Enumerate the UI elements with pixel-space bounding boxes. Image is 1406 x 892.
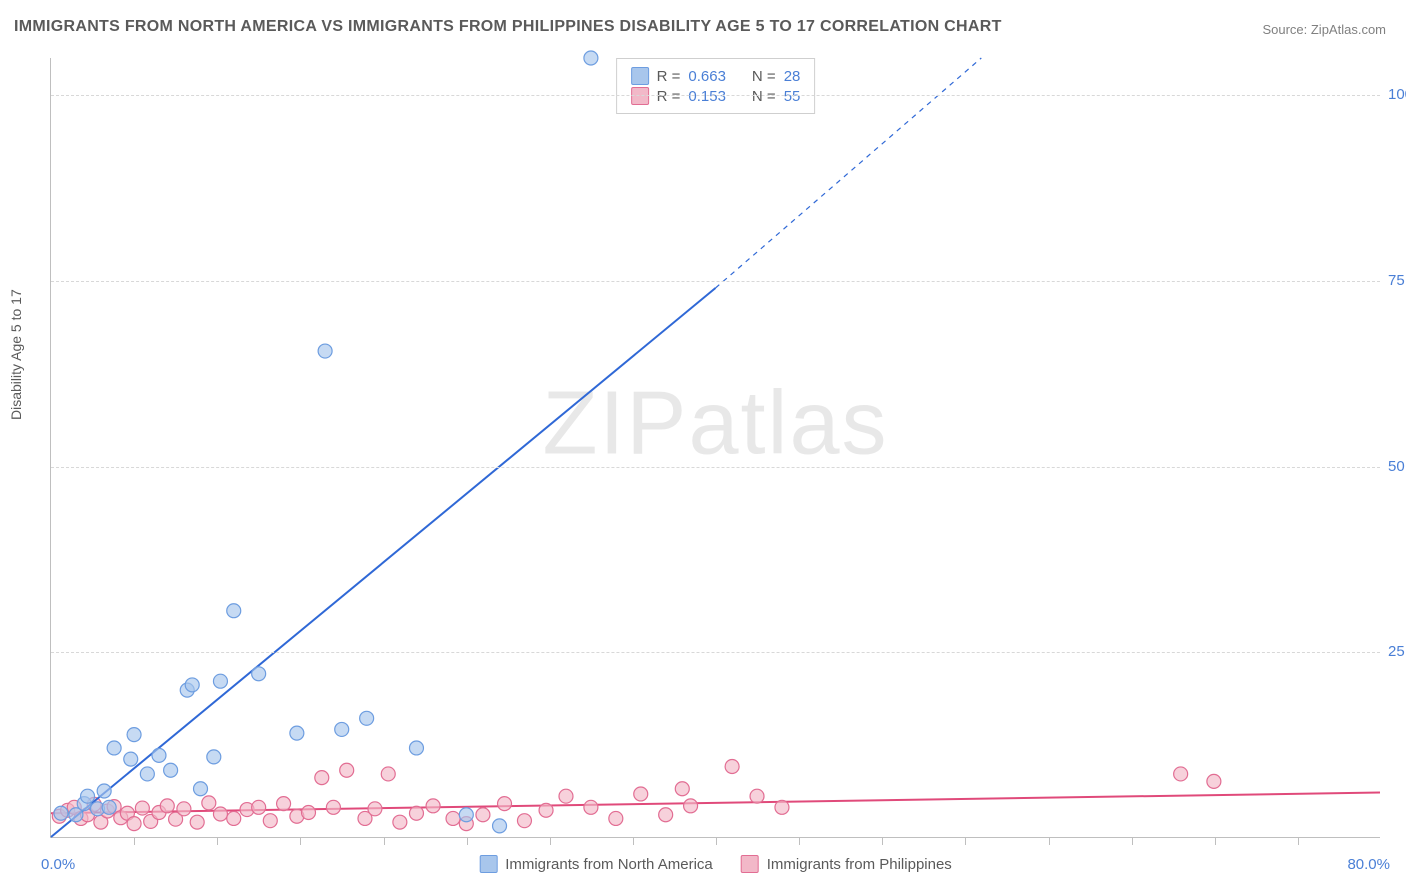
- x-tick: [1298, 837, 1299, 845]
- gridline-h: [51, 652, 1380, 653]
- x-tick: [217, 837, 218, 845]
- legend-label-1: Immigrants from North America: [505, 856, 713, 873]
- x-axis-max-label: 80.0%: [1347, 856, 1390, 873]
- legend-swatch-blue: [631, 67, 649, 85]
- series-legend: Immigrants from North America Immigrants…: [479, 855, 952, 873]
- plot-area: ZIPatlas R = 0.663 N = 28 R = 0.153 N = …: [50, 58, 1380, 838]
- x-tick: [134, 837, 135, 845]
- r-label: R =: [657, 68, 681, 85]
- n-value-1: 28: [784, 68, 801, 85]
- x-tick: [1132, 837, 1133, 845]
- chart-title: IMMIGRANTS FROM NORTH AMERICA VS IMMIGRA…: [14, 18, 1002, 36]
- x-tick: [1215, 837, 1216, 845]
- legend-row-series-1: R = 0.663 N = 28: [631, 67, 801, 85]
- x-tick: [633, 837, 634, 845]
- x-tick: [550, 837, 551, 845]
- x-tick: [799, 837, 800, 845]
- y-axis-label: Disability Age 5 to 17: [8, 289, 24, 420]
- x-tick: [384, 837, 385, 845]
- legend-swatch-blue: [479, 855, 497, 873]
- x-tick: [965, 837, 966, 845]
- gridline-h: [51, 281, 1380, 282]
- source-attribution: Source: ZipAtlas.com: [1262, 22, 1386, 37]
- r-value-1: 0.663: [688, 68, 726, 85]
- legend-item-2: Immigrants from Philippines: [741, 855, 952, 873]
- gridline-h: [51, 467, 1380, 468]
- legend-label-2: Immigrants from Philippines: [767, 856, 952, 873]
- x-tick: [716, 837, 717, 845]
- x-tick: [300, 837, 301, 845]
- legend-swatch-pink: [741, 855, 759, 873]
- correlation-legend: R = 0.663 N = 28 R = 0.153 N = 55: [616, 58, 816, 114]
- n-label: N =: [752, 68, 776, 85]
- legend-item-1: Immigrants from North America: [479, 855, 713, 873]
- y-tick-label: 75.0%: [1388, 272, 1406, 289]
- scatter-svg: [51, 58, 1380, 837]
- gridline-h: [51, 95, 1380, 96]
- x-tick: [467, 837, 468, 845]
- y-tick-label: 50.0%: [1388, 458, 1406, 475]
- x-axis-origin-label: 0.0%: [41, 856, 75, 873]
- y-tick-label: 100.0%: [1388, 86, 1406, 103]
- x-tick: [882, 837, 883, 845]
- y-tick-label: 25.0%: [1388, 643, 1406, 660]
- x-tick: [1049, 837, 1050, 845]
